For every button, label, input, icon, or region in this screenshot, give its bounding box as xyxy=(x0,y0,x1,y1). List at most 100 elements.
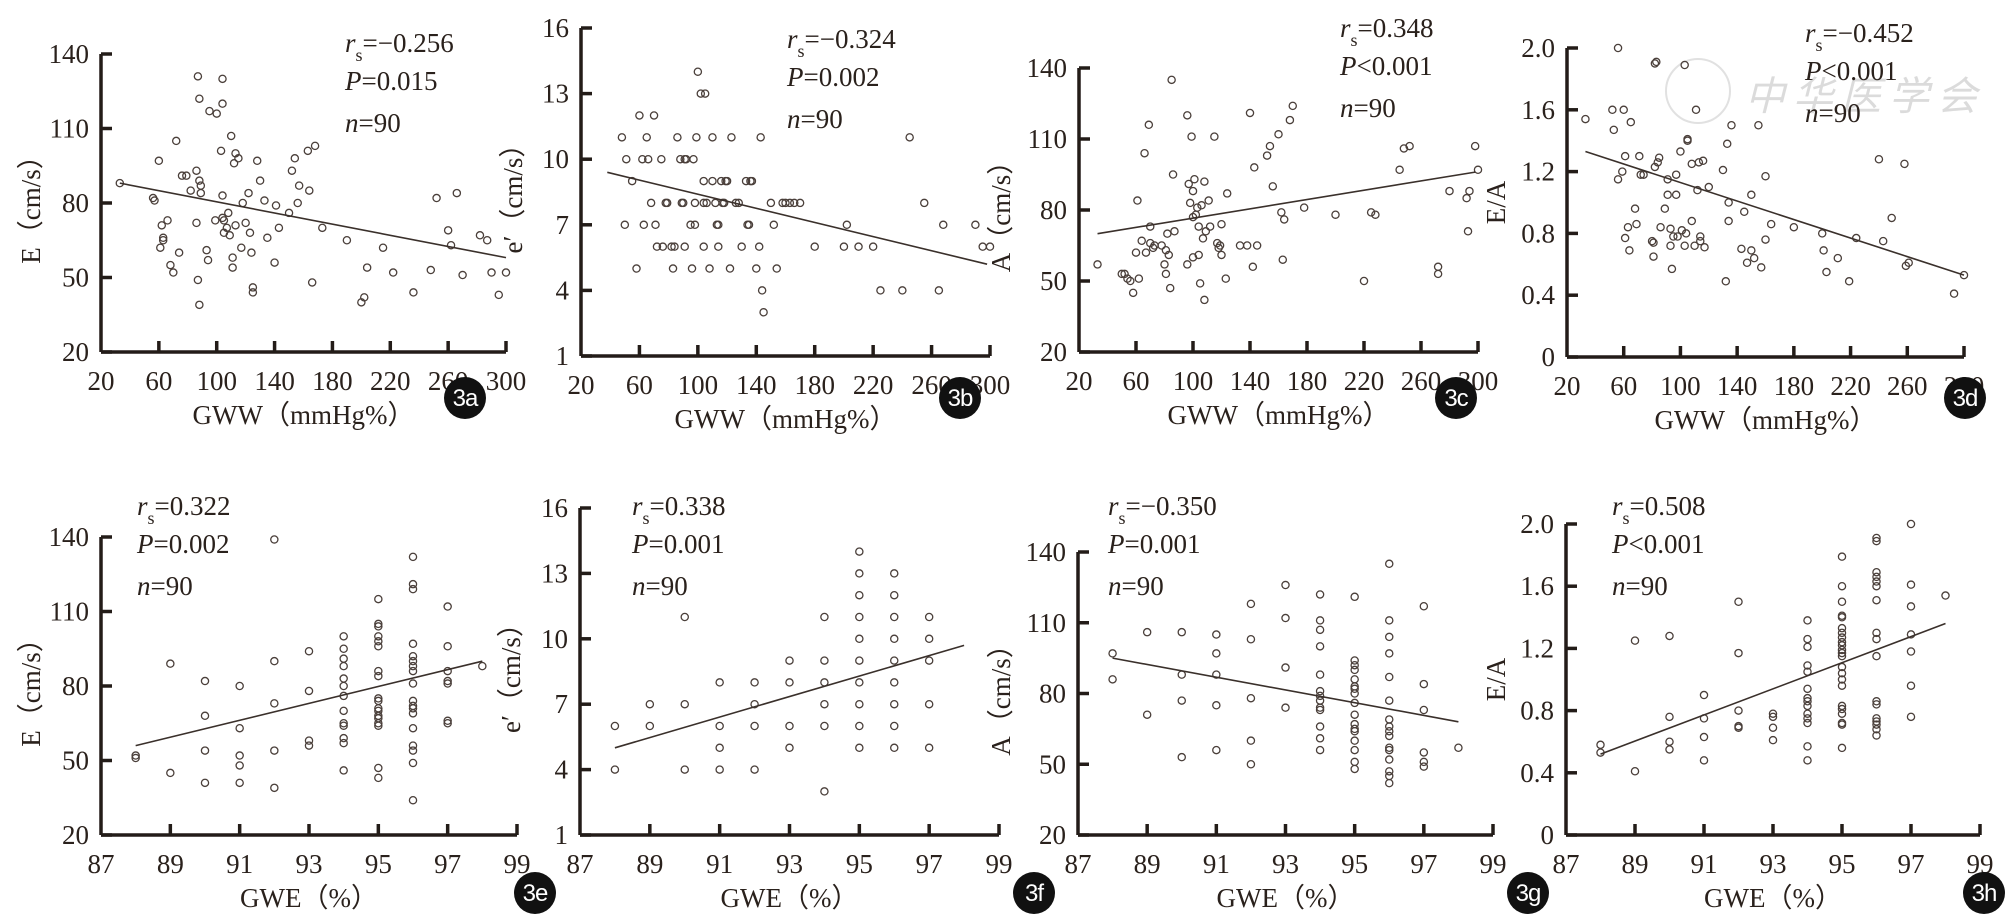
x-tick-label: 60 xyxy=(1123,366,1150,396)
panel-badge-label: 3d xyxy=(1953,385,1978,412)
data-point xyxy=(1724,216,1733,226)
data-point xyxy=(649,111,659,120)
data-point xyxy=(1419,757,1429,767)
data-point xyxy=(1184,179,1193,189)
data-point xyxy=(752,264,761,273)
data-point xyxy=(686,220,695,230)
y-tick-label: 80 xyxy=(1040,195,1067,225)
data-point xyxy=(1626,117,1636,127)
data-point xyxy=(769,220,779,230)
data-point xyxy=(971,220,980,230)
x-axis-title: GWW（mmHg%） xyxy=(1655,405,1877,435)
data-point xyxy=(339,674,348,683)
data-point xyxy=(985,242,995,251)
data-point xyxy=(235,723,244,733)
data-point xyxy=(924,699,934,709)
data-point xyxy=(842,220,852,230)
data-point xyxy=(1665,745,1674,754)
data-point xyxy=(426,265,436,275)
data-point xyxy=(1872,697,1881,706)
data-point xyxy=(1210,132,1219,141)
data-point xyxy=(374,632,383,641)
regression-line xyxy=(119,182,507,259)
data-point xyxy=(1245,108,1255,118)
data-point xyxy=(1690,241,1699,251)
data-point xyxy=(1463,227,1473,236)
data-point xyxy=(203,255,213,265)
y-tick-label: 20 xyxy=(1039,820,1066,850)
data-point xyxy=(202,245,211,255)
data-point xyxy=(1385,731,1394,741)
x-tick-label: 91 xyxy=(226,849,253,879)
data-point xyxy=(1315,616,1325,625)
x-tick-label: 260 xyxy=(1401,366,1442,396)
stat-rs: rs=0.508 xyxy=(1612,491,1706,528)
data-point xyxy=(374,622,383,631)
stat-n: n=90 xyxy=(1108,571,1164,601)
data-point xyxy=(222,223,232,233)
data-point xyxy=(1906,681,1916,690)
data-point xyxy=(668,264,678,273)
data-point xyxy=(443,679,452,688)
data-point xyxy=(1252,241,1262,250)
data-point xyxy=(270,656,279,666)
data-point xyxy=(1144,120,1154,130)
data-point xyxy=(408,656,418,666)
data-point xyxy=(1315,625,1325,635)
data-point xyxy=(270,699,279,708)
x-tick-label: 140 xyxy=(1717,371,1758,401)
data-point xyxy=(750,678,759,687)
y-tick-label: 140 xyxy=(49,39,90,69)
y-tick-label: 110 xyxy=(50,597,90,627)
data-point xyxy=(890,743,899,753)
data-point xyxy=(1248,262,1258,272)
data-point xyxy=(1737,244,1746,254)
data-point xyxy=(131,751,140,760)
x-tick-label: 220 xyxy=(1344,366,1385,396)
data-point xyxy=(622,154,631,164)
data-point xyxy=(855,743,864,753)
data-point xyxy=(1350,724,1359,734)
data-point xyxy=(255,176,265,185)
data-point xyxy=(1315,722,1325,731)
y-tick-label: 10 xyxy=(542,144,569,174)
data-point xyxy=(1667,264,1677,274)
x-tick-label: 89 xyxy=(1622,849,1649,879)
data-point xyxy=(229,159,239,168)
data-point xyxy=(924,612,934,622)
data-point xyxy=(1653,158,1662,167)
data-point xyxy=(1385,778,1394,788)
data-point xyxy=(1299,203,1309,212)
data-point xyxy=(1281,580,1290,590)
data-point xyxy=(1246,760,1256,769)
y-axis-title: e′（cm/s） xyxy=(498,131,528,254)
data-point xyxy=(1609,125,1619,135)
data-point xyxy=(1803,642,1812,652)
data-point xyxy=(680,699,690,709)
data-point xyxy=(1281,663,1290,672)
data-point xyxy=(638,154,647,164)
data-point xyxy=(1093,260,1102,269)
data-point xyxy=(1837,552,1847,561)
data-point xyxy=(1170,227,1179,236)
y-axis-title: E/A xyxy=(1481,657,1511,701)
data-point xyxy=(245,228,255,238)
data-point xyxy=(237,243,246,252)
data-point xyxy=(1663,190,1672,200)
data-point xyxy=(1350,592,1359,602)
data-point xyxy=(408,741,418,750)
data-point xyxy=(1872,581,1881,591)
y-tick-label: 50 xyxy=(62,746,89,776)
data-point xyxy=(1183,111,1192,120)
data-point xyxy=(1315,734,1325,743)
data-point xyxy=(785,656,794,665)
data-point xyxy=(304,686,314,696)
data-point xyxy=(196,188,206,198)
data-point xyxy=(1665,631,1674,641)
data-point xyxy=(1724,198,1733,207)
data-point xyxy=(690,198,700,208)
data-point xyxy=(182,171,191,180)
data-point xyxy=(714,242,723,251)
